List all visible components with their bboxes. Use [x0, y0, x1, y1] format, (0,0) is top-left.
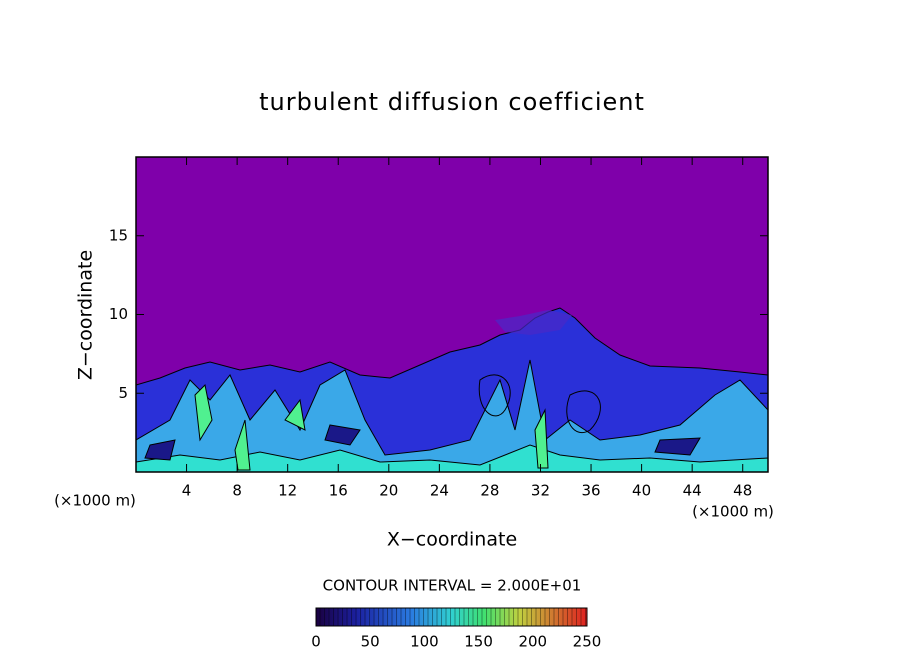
field-region — [144, 424, 701, 461]
x-tick-label: 40 — [632, 482, 651, 500]
annotation: CONTOUR INTERVAL = 2.000E+01 — [323, 577, 582, 595]
x-tick-label: 20 — [379, 482, 398, 500]
colorbar-tick-label: 200 — [518, 633, 547, 651]
field-region — [495, 310, 572, 335]
y-axis-label: Z−coordinate — [75, 250, 97, 380]
colorbar-frame — [315, 607, 588, 627]
y-unit: (×1000 m) — [54, 492, 136, 510]
x-tick-label: 16 — [329, 482, 348, 500]
y-tick-label: 5 — [118, 384, 128, 402]
x-tick-label: 12 — [278, 482, 297, 500]
colorbar — [316, 608, 587, 626]
chart-title: turbulent diffusion coefficient — [259, 88, 645, 116]
contour-line — [478, 374, 601, 433]
y-tick-label: 15 — [109, 226, 128, 244]
x-axis-label: X−coordinate — [387, 529, 517, 551]
colorbar-stripes — [319, 608, 586, 626]
x-tick-label: 28 — [480, 482, 499, 500]
x-tick-label: 4 — [182, 482, 192, 500]
x-tick-label: 44 — [683, 482, 702, 500]
x-tick-label: 24 — [430, 482, 449, 500]
field-region — [194, 383, 549, 471]
x-tick-label: 48 — [733, 482, 752, 500]
x-tick-label: 8 — [232, 482, 242, 500]
x-tick-label: 36 — [581, 482, 600, 500]
colorbar-tick-label: 50 — [361, 633, 380, 651]
x-tick-label: 32 — [531, 482, 550, 500]
y-tick-label: 10 — [109, 305, 128, 323]
colorbar-tick-label: 0 — [311, 633, 321, 651]
x-unit: (×1000 m) — [692, 503, 774, 521]
colorbar-tick-label: 100 — [410, 633, 439, 651]
colorbar-tick-label: 250 — [573, 633, 602, 651]
colorbar-tick-label: 150 — [464, 633, 493, 651]
field-region — [136, 444, 768, 472]
field — [136, 307, 768, 472]
